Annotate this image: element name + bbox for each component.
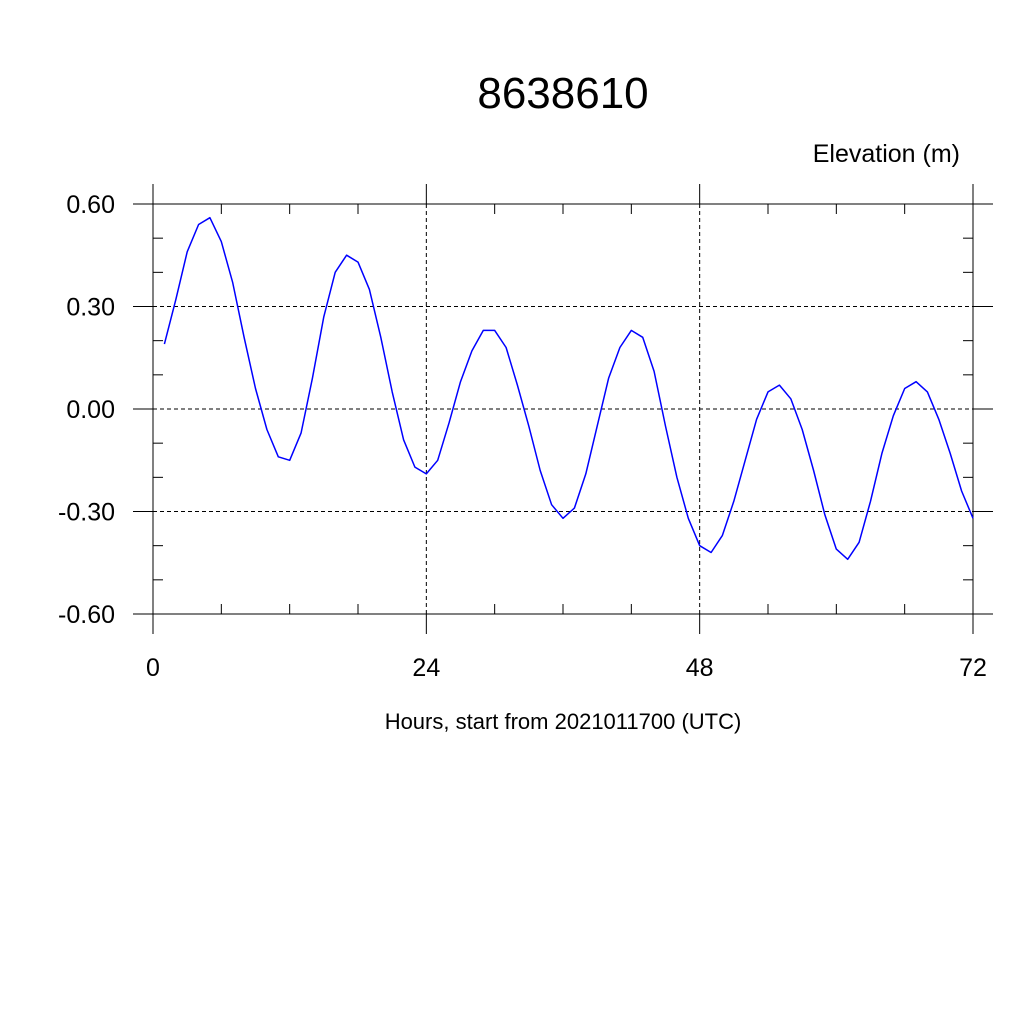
grid: [152, 203, 974, 615]
y-tick-label: 0.30: [66, 294, 115, 322]
y-tick-label: 0.60: [66, 191, 115, 219]
y-tick-label: -0.60: [58, 601, 115, 629]
x-tick-label: 48: [686, 654, 714, 682]
y-tick-label: -0.30: [58, 499, 115, 527]
y-tick-label: 0.00: [66, 396, 115, 424]
x-tick-label: 72: [959, 654, 987, 682]
series-layer: [163, 216, 974, 561]
tick-labels: -0.60 -0.30 0.00 0.30 0.60 0 24 48 72: [58, 191, 987, 682]
x-tick-label: 0: [146, 654, 160, 682]
chart-title: 8638610: [477, 69, 648, 118]
x-axis-label: Hours, start from 2021011700 (UTC): [385, 709, 742, 734]
x-tick-label: 24: [412, 654, 440, 682]
series-line: [163, 216, 974, 561]
y-axis-label: Elevation (m): [813, 140, 960, 168]
axis-ticks: [133, 184, 993, 634]
